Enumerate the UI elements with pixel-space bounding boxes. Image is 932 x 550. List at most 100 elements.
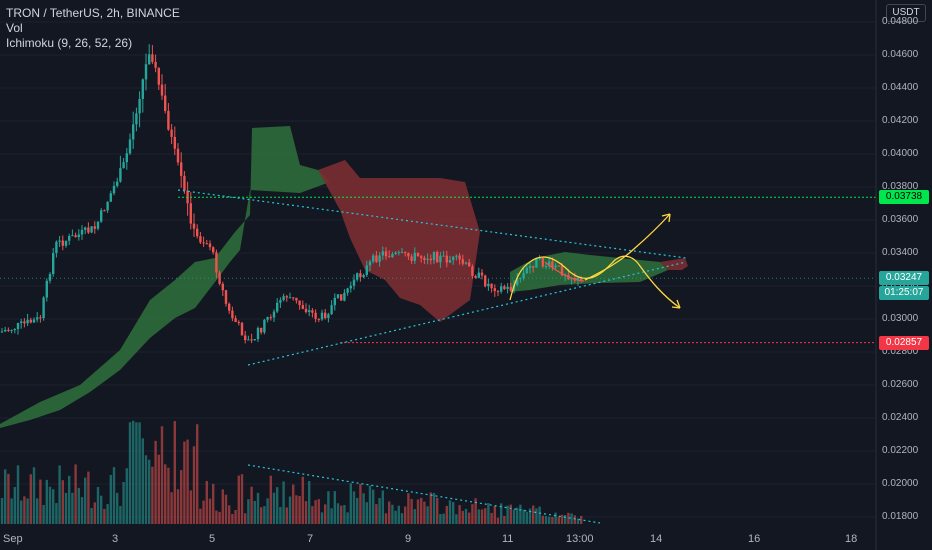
volume-bar bbox=[384, 513, 388, 524]
candle-body bbox=[87, 227, 90, 233]
upper-trendline bbox=[177, 189, 687, 259]
price-tick-label: 0.03000 bbox=[882, 313, 919, 324]
candle-body bbox=[426, 258, 429, 261]
volume-bar bbox=[48, 486, 52, 524]
volume-bar bbox=[400, 513, 404, 524]
volume-bar bbox=[407, 493, 410, 524]
volume-bar bbox=[368, 485, 372, 524]
candle-body bbox=[234, 318, 237, 323]
volume-bar bbox=[509, 504, 512, 524]
volume-bar bbox=[500, 503, 503, 524]
candle-body bbox=[400, 251, 404, 253]
candle-body bbox=[480, 272, 484, 276]
volume-bar bbox=[39, 479, 42, 524]
volume-bar bbox=[253, 500, 256, 524]
candle-body bbox=[90, 226, 93, 233]
candle-body bbox=[125, 153, 128, 163]
volume-bar bbox=[189, 490, 192, 524]
volume-bar bbox=[112, 467, 116, 524]
volume-bar bbox=[96, 487, 100, 524]
candle-body bbox=[432, 252, 436, 261]
time-tick-label: 7 bbox=[307, 533, 314, 545]
candle-body bbox=[160, 84, 164, 96]
candle-body bbox=[388, 256, 391, 258]
volume-bar bbox=[208, 498, 212, 524]
candle-body bbox=[269, 317, 272, 319]
candle-body bbox=[580, 277, 583, 281]
candle-body bbox=[282, 296, 285, 301]
volume-bar bbox=[474, 498, 477, 524]
candle-body bbox=[84, 227, 87, 230]
volume-bar bbox=[375, 504, 378, 524]
drawing-tools bbox=[0, 189, 876, 524]
candle-body bbox=[221, 283, 224, 291]
volume-bar bbox=[448, 500, 452, 524]
candle-body bbox=[381, 251, 384, 256]
volume-bar bbox=[314, 500, 317, 524]
candle-body bbox=[496, 291, 500, 293]
candle-body bbox=[7, 329, 10, 331]
price-tick-label: 0.04600 bbox=[882, 49, 919, 60]
candle-body bbox=[500, 286, 503, 292]
price-tick-label: 0.02400 bbox=[882, 412, 919, 423]
volume-bar bbox=[144, 455, 148, 524]
volume-bar bbox=[512, 509, 516, 524]
candle-body bbox=[144, 64, 148, 80]
candle-body bbox=[295, 297, 298, 301]
candle-body bbox=[442, 255, 445, 257]
volume-bar bbox=[164, 464, 167, 524]
volume-bar bbox=[317, 499, 320, 524]
candle-body bbox=[103, 210, 106, 212]
volume-bar bbox=[228, 505, 231, 524]
candle-body bbox=[260, 328, 263, 333]
volume-bar bbox=[237, 475, 240, 524]
volume-bar bbox=[295, 495, 298, 524]
candle-body bbox=[308, 310, 311, 313]
ichimoku-indicator-label[interactable]: Ichimoku (9, 26, 52, 26) bbox=[6, 36, 133, 50]
candle-body bbox=[477, 272, 480, 278]
volume-bar bbox=[333, 491, 336, 524]
volume-bar bbox=[461, 510, 464, 524]
volume-bar bbox=[122, 481, 125, 524]
volume-bar bbox=[109, 474, 112, 524]
volume-bar bbox=[266, 498, 269, 524]
volume-bar bbox=[426, 506, 429, 524]
candle-body bbox=[208, 243, 212, 248]
candle-body bbox=[71, 235, 74, 237]
candle-body bbox=[448, 259, 452, 263]
candle-body bbox=[109, 193, 112, 202]
volume-bar bbox=[138, 422, 141, 524]
volume-bar bbox=[420, 497, 423, 524]
candle-body bbox=[320, 312, 324, 320]
volume-indicator-label[interactable]: Vol bbox=[6, 21, 23, 35]
candle-body bbox=[285, 296, 288, 298]
candle-body bbox=[256, 328, 260, 340]
volume-bar bbox=[29, 474, 32, 524]
candle-body bbox=[548, 261, 551, 267]
candle-body bbox=[538, 258, 541, 260]
symbol-title[interactable]: TRON / TetherUS, 2h, BINANCE bbox=[6, 6, 180, 20]
volume-bar bbox=[292, 484, 295, 524]
candle-body bbox=[23, 321, 26, 324]
candle-body bbox=[528, 265, 532, 268]
volume-bar bbox=[23, 496, 26, 524]
volume-bar bbox=[365, 502, 368, 524]
volume-bar bbox=[468, 512, 471, 524]
candle-body bbox=[439, 255, 442, 263]
candle-body bbox=[503, 286, 506, 290]
volume-bar bbox=[154, 440, 157, 524]
volume-bar bbox=[244, 513, 247, 524]
candle-body bbox=[263, 319, 266, 333]
candle-body bbox=[554, 265, 557, 268]
volume-bar bbox=[256, 492, 260, 524]
candle-body bbox=[80, 229, 84, 235]
candle-body bbox=[215, 252, 218, 273]
volume-bar bbox=[128, 422, 132, 524]
candle-body bbox=[474, 275, 477, 278]
candle-body bbox=[525, 267, 528, 274]
currency-button[interactable]: USDT bbox=[886, 4, 926, 22]
time-tick-label: 16 bbox=[748, 533, 761, 545]
ichimoku-cloud bbox=[0, 126, 688, 428]
volume-bar bbox=[116, 492, 119, 524]
